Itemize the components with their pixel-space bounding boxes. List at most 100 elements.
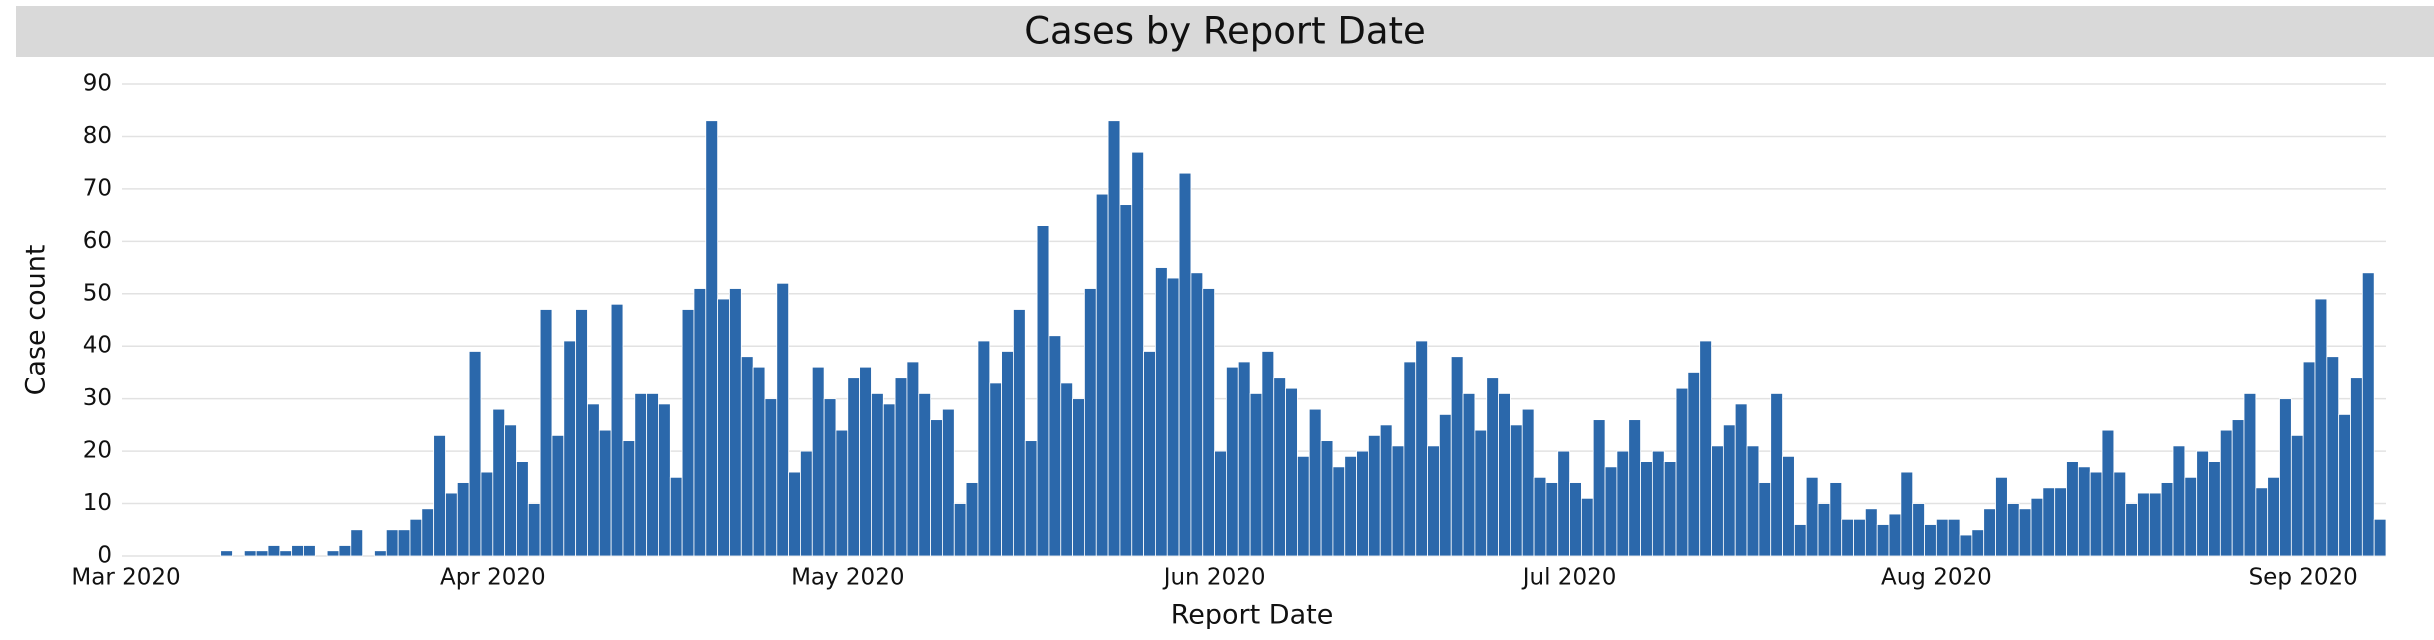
y-tick-label: 90 [83,71,112,97]
bar [669,476,683,557]
y-tick-label: 80 [83,123,112,149]
bar [1604,466,1618,557]
bar [1356,450,1369,557]
bar [1853,518,1866,557]
bar [2279,398,2292,557]
bar [1001,351,1014,557]
bar [1722,424,1736,557]
bar [1107,120,1121,557]
bar [1687,372,1701,557]
bar [2350,377,2363,557]
bar [1770,393,1783,557]
bar [220,550,233,557]
bar [1746,445,1760,557]
bar [1782,455,1795,557]
bar [1202,288,1215,557]
chart-title: Cases by Report Date [1024,10,1426,53]
title-bar [16,6,2434,57]
bar [1864,508,1878,557]
bar [1959,534,1973,557]
bar [1261,351,1275,557]
bar [1557,450,1570,557]
bar [1663,461,1677,557]
y-tick-label: 0 [97,543,112,569]
bar [587,403,600,557]
bar [2373,518,2387,557]
bar [575,309,588,557]
x-axis-label: Report Date [1171,600,1334,631]
bar [1888,513,1902,557]
bar [1427,445,1440,557]
bar [1592,419,1606,557]
bar [279,550,293,557]
bar [1332,466,1346,557]
bar [1178,172,1192,557]
bar [2054,487,2067,557]
bar [646,393,659,557]
bar [1226,366,1239,557]
bar [1758,482,1772,557]
bar [989,382,1003,557]
bar [445,492,458,557]
bar [1415,340,1428,557]
bar [1368,434,1381,557]
x-tick-label: Mar 2020 [71,565,180,591]
bar [681,309,695,557]
bar [1024,440,1038,557]
bar [847,377,861,557]
bar [705,120,719,557]
bar [610,303,624,557]
bar [740,356,754,557]
bar [953,503,967,557]
bar [2361,272,2375,557]
bar [1344,455,1357,557]
bar [1190,272,1204,557]
bar [1521,408,1535,557]
bar [374,550,387,557]
bar [2042,487,2056,557]
y-tick-label: 30 [83,385,112,411]
bar [2231,419,2245,557]
bar [1095,193,1109,557]
bar [752,366,766,557]
bar [2066,461,2079,557]
bar [243,550,257,557]
bar [2196,450,2209,557]
y-axis-label: Case count [21,245,52,396]
bar [1214,450,1227,557]
x-tick-label: Apr 2020 [440,565,546,591]
x-tick-label: May 2020 [791,565,904,591]
bar [788,471,801,557]
bar [764,398,778,557]
bar [1995,476,2008,557]
y-tick-label: 70 [83,175,112,201]
bar [2338,413,2351,557]
bar [1793,524,1807,557]
bar [504,424,517,557]
bar [729,288,742,557]
bar [1947,518,1961,557]
bar [1084,288,1097,557]
bar [397,529,411,557]
x-tick-label: Aug 2020 [1881,565,1992,591]
bar [1048,335,1062,557]
bar [2290,434,2304,557]
bar [776,282,790,557]
bar [456,482,470,557]
bar [871,393,884,557]
y-tick-label: 20 [83,438,112,464]
bar [2184,476,2198,557]
bar [1013,309,1026,557]
bar [598,429,612,557]
bar [516,461,529,557]
bar [409,518,423,557]
bar [1249,393,1263,557]
bar [1983,508,1996,557]
bar [1545,482,1559,557]
x-tick-label: Jul 2020 [1521,565,1617,591]
bar [267,545,281,557]
bar [634,393,648,557]
bar [326,550,340,557]
bar [2326,356,2340,557]
